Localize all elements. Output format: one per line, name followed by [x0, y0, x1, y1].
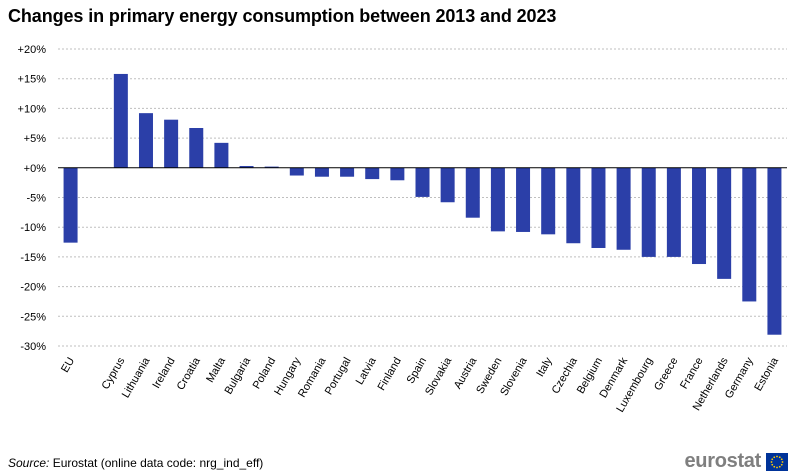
bar-chart: +20% +15% +10% +5% +0% -5% -10% -15% -20% -25% -30… [18, 44, 787, 415]
bar-estonia [767, 167, 782, 335]
y-tick-label: -15% [20, 252, 46, 264]
bar-slovenia [516, 167, 531, 232]
grid-lines [58, 48, 787, 347]
bar-lithuania [138, 113, 153, 168]
bar-netherlands [717, 167, 732, 279]
x-tick-label-france: France [678, 356, 706, 392]
eu-flag-star [780, 463, 783, 466]
x-tick-label-malta: Malta [204, 355, 228, 385]
bar-germany [742, 167, 757, 302]
chart-title: Changes in primary energy consumption be… [8, 6, 557, 26]
y-tick-label: -30% [20, 341, 46, 353]
x-tick-label-ireland: Ireland [151, 356, 178, 391]
eu-flag-icon [766, 452, 788, 471]
source-text: Eurostat (online data code: nrg_ind_eff) [52, 456, 264, 470]
source-note: Source: Eurostat (online data code: nrg_… [8, 456, 263, 470]
x-tick-label-poland: Poland [251, 356, 279, 392]
eu-flag-star [773, 465, 776, 468]
y-tick-label: +10% [18, 103, 47, 115]
y-tick-label: -5% [26, 193, 46, 205]
eu-flag-star [771, 463, 774, 466]
x-tick-label-latvia: Latvia [354, 355, 380, 387]
x-tick-label-eu: EU [59, 355, 77, 374]
bar-spain [415, 167, 430, 197]
bar-poland [264, 166, 279, 168]
eu-flag-star [773, 455, 776, 458]
eu-flag-star [781, 460, 784, 463]
bar-italy [541, 167, 556, 235]
bar-belgium [591, 167, 606, 248]
eu-flag-star [776, 455, 778, 457]
source-label: Source: [8, 456, 50, 470]
bar-eu [63, 167, 78, 243]
y-tick-label: -25% [20, 311, 46, 323]
bar-croatia [189, 128, 204, 168]
bar-cyprus [113, 73, 128, 168]
eu-flag-star [780, 457, 783, 460]
bar-sweden [490, 167, 505, 232]
x-tick-label-croatia: Croatia [175, 355, 204, 392]
bar-greece [666, 167, 681, 257]
bar-france [692, 167, 707, 265]
y-tick-label: -10% [20, 222, 46, 234]
bar-slovakia [440, 167, 455, 203]
x-tick-label-italy: Italy [534, 355, 555, 379]
y-tick-label: +20% [18, 44, 47, 56]
x-tick-label-greece: Greece [652, 356, 680, 393]
bar-ireland [164, 119, 179, 168]
bars [63, 73, 782, 335]
bar-romania [314, 167, 329, 177]
x-tick-label-bulgaria: Bulgaria [223, 355, 254, 397]
logo-text: eurostat [684, 450, 761, 472]
bar-portugal [340, 167, 355, 177]
bar-czechia [566, 167, 581, 244]
bar-austria [465, 167, 480, 218]
bar-denmark [616, 167, 631, 250]
bar-luxembourg [641, 167, 656, 257]
x-tick-label-spain: Spain [405, 356, 429, 386]
eurostat-logo: eurostat [684, 450, 788, 473]
y-tick-label: +0% [24, 163, 47, 175]
eu-flag-star [776, 466, 778, 468]
bar-bulgaria [239, 166, 254, 168]
y-tick-label: -20% [20, 282, 46, 294]
bar-latvia [365, 167, 380, 180]
eu-flag-star [778, 455, 781, 458]
y-tick-label: +15% [18, 74, 47, 86]
bar-malta [214, 142, 229, 168]
bar-hungary [289, 167, 304, 176]
eu-flag-star [778, 465, 781, 468]
y-tick-label: +5% [24, 133, 47, 145]
bar-finland [390, 167, 405, 181]
y-axis-tick-labels: +20% +15% +10% +5% +0% -5% -10% -15% -20% -25% -30… [18, 44, 47, 353]
x-tick-label-finland: Finland [376, 356, 404, 393]
x-tick-label-estonia: Estonia [752, 355, 781, 394]
eu-flag-field [766, 452, 788, 471]
eu-flag-star [771, 457, 774, 460]
eu-flag-star [770, 460, 773, 463]
